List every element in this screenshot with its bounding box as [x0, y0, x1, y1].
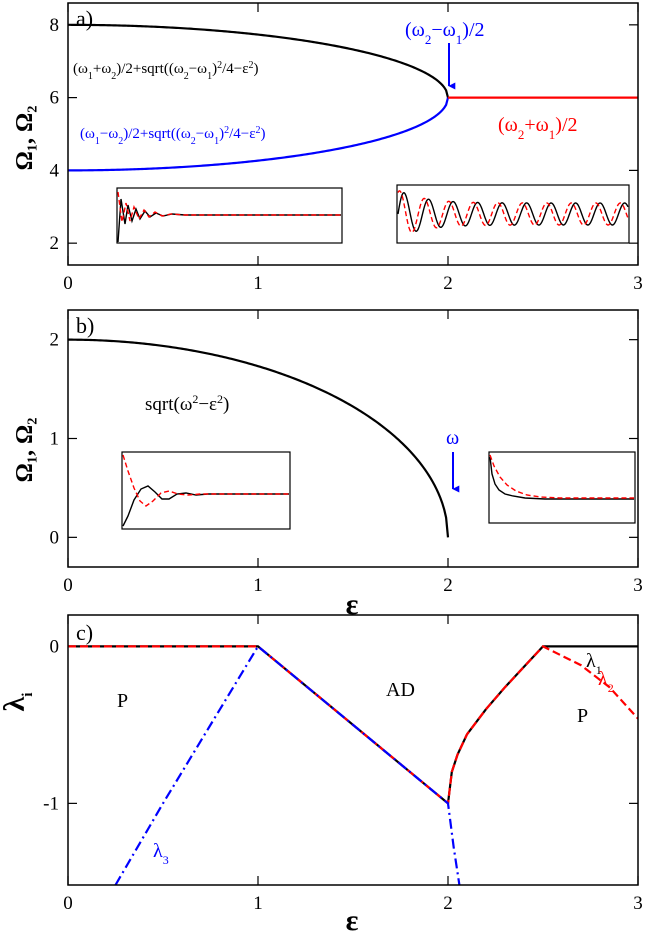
- panel-c-ytick-label: -1: [43, 793, 59, 814]
- inset-b-right: [488, 451, 636, 524]
- panel-a-frame: [67, 2, 639, 266]
- panel-a-series-1: [68, 23, 450, 98]
- formula-black: (ω1+ω2)/2+sqrt((ω2−ω1)2/4−ε2): [73, 60, 259, 82]
- panel-c-frame: [67, 614, 639, 886]
- region-p-right: P: [577, 705, 588, 727]
- panel-a-xtick-label: 3: [633, 273, 643, 294]
- panel-a-xtick-label: 2: [443, 273, 453, 294]
- panel-b-series-1: [68, 338, 450, 538]
- panel-c-series-3: [114, 644, 461, 885]
- panel-b-xtick-label: 1: [253, 575, 263, 596]
- panel-b-frame: [67, 309, 639, 568]
- panel-a: 0 1 2 3 2 4 6 8 a) Ω₁, Ω₂ (ω1+ω2)/2+sqrt((ω2−ω1…: [12, 2, 643, 294]
- inset-a-right-black-trace: [397, 192, 629, 232]
- panel-a-ytick-label: 2: [50, 233, 60, 254]
- panel-a-xtick-label: 1: [253, 273, 263, 294]
- panel-b-xlabel: ε: [346, 588, 359, 621]
- inset-b-left: [121, 451, 291, 530]
- inset-a-right-red-trace: [397, 190, 629, 234]
- panel-a-ytick-label: 4: [50, 160, 60, 181]
- panel-b-ytick-label: 1: [50, 429, 60, 450]
- label-lambda3: λ3: [153, 840, 169, 867]
- inset-b-right-black-trace: [489, 456, 634, 500]
- panel-c-xlabel: ε: [346, 904, 359, 934]
- panel-a-xtick-label: 0: [63, 273, 73, 294]
- panel-b-xtick-label: 2: [443, 575, 453, 596]
- annot-omega: ω: [446, 427, 459, 449]
- inset-a-right: [396, 184, 630, 244]
- inset-b-left-red-trace: [122, 454, 289, 507]
- panel-b-ytick-label: 0: [50, 527, 60, 548]
- panel-c-xtick-label: 1: [253, 893, 263, 914]
- inset-b-right-red-trace: [489, 454, 634, 499]
- panel-c-ylabel: λi: [0, 693, 36, 712]
- panel-b-xtick-label: 0: [63, 575, 73, 596]
- panel-c-xtick-label: 0: [63, 893, 73, 914]
- annot-omega-diff: (ω2−ω1)/2: [405, 19, 485, 47]
- panel-b-ytick-label: 2: [50, 330, 60, 351]
- panel-a-ylabel: Ω₁, Ω₂: [12, 106, 38, 171]
- panel-c-label: c): [76, 620, 93, 645]
- panel-c-ytick-label: 0: [50, 636, 60, 657]
- panel-c-xtick-label: 2: [443, 893, 453, 914]
- formula-blue: (ω1−ω2)/2+sqrt((ω2−ω1)2/4−ε2): [80, 125, 266, 147]
- formula-sqrt: sqrt(ω2−ε2): [145, 392, 229, 415]
- panel-b-xtick-label: 3: [633, 575, 643, 596]
- panel-a-ytick-label: 6: [50, 88, 60, 109]
- region-ad: AD: [386, 679, 415, 701]
- panel-a-series-2: [68, 97, 450, 172]
- panel-c: 0 1 2 30-1 c) λi ε λ1 λ2 λ3 P AD P: [0, 614, 643, 934]
- panel-a-ytick-label: 8: [50, 15, 60, 36]
- panel-b: 0 1 2 3 0 1 2 b) Ω₁, Ω₂ ε sqrt(ω2−ε2) ω: [12, 309, 643, 621]
- panel-b-label: b): [76, 313, 94, 338]
- label-lambda2: λ2: [598, 668, 614, 695]
- annot-omega-sum: (ω2+ω1)/2: [498, 114, 578, 142]
- region-p-left: P: [117, 690, 128, 712]
- panel-a-label: a): [76, 6, 93, 31]
- panel-b-ylabel: Ω₁, Ω₂: [12, 418, 38, 483]
- inset-a-left: [116, 187, 343, 244]
- inset-a-left-red-trace: [117, 191, 341, 223]
- panel-c-xtick-label: 3: [633, 893, 643, 914]
